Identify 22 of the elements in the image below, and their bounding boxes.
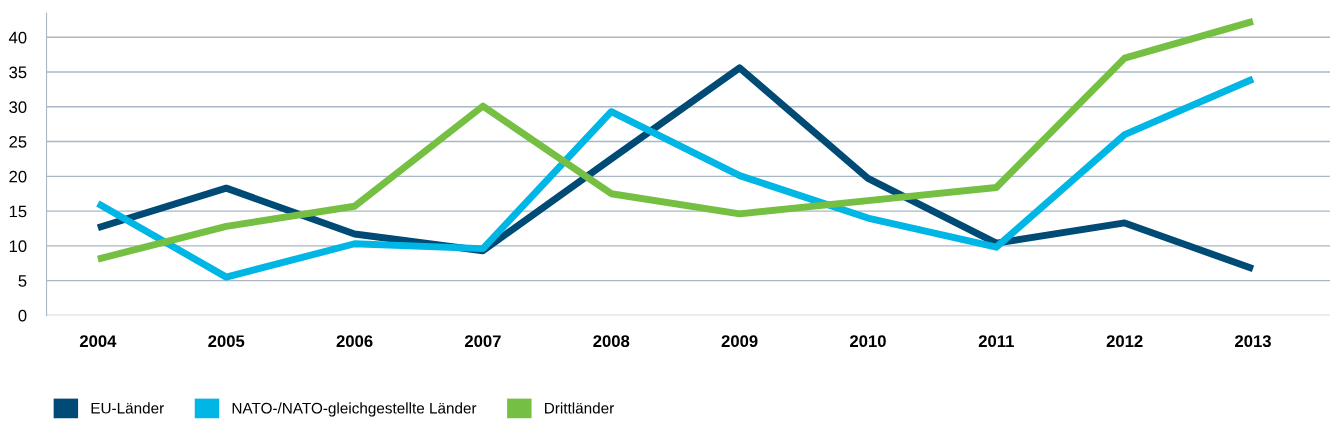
y-tick-label: 35	[9, 66, 27, 79]
x-tick-label: 2013	[1235, 335, 1271, 348]
y-tick-label: 5	[18, 275, 27, 287]
legend-label: EU-Länder	[91, 402, 164, 414]
y-tick-label: 10	[9, 240, 27, 253]
x-tick-label: 2009	[721, 335, 758, 348]
y-tick-label: 30	[9, 101, 27, 114]
y-tick-label: 40	[8, 31, 27, 44]
x-tick-label: 2010	[850, 335, 886, 348]
x-tick-label: 2004	[79, 335, 117, 348]
x-tick-label: 2011	[978, 335, 1014, 348]
x-tick-label: 2005	[208, 335, 245, 348]
x-tick-label: 2008	[593, 335, 630, 348]
x-tick-label: 2007	[464, 335, 501, 348]
y-tick-label: 15	[9, 205, 27, 218]
x-tick-label: 2006	[336, 335, 373, 348]
legend-label: Drittländer	[545, 402, 614, 414]
y-tick-label: 25	[9, 135, 27, 148]
x-tick-label: 2012	[1106, 335, 1143, 348]
y-tick-label: 20	[9, 170, 27, 183]
legend-label: NATO-/NATO-gleichgestellte Länder	[232, 402, 477, 417]
y-tick-label: 0	[18, 309, 27, 322]
